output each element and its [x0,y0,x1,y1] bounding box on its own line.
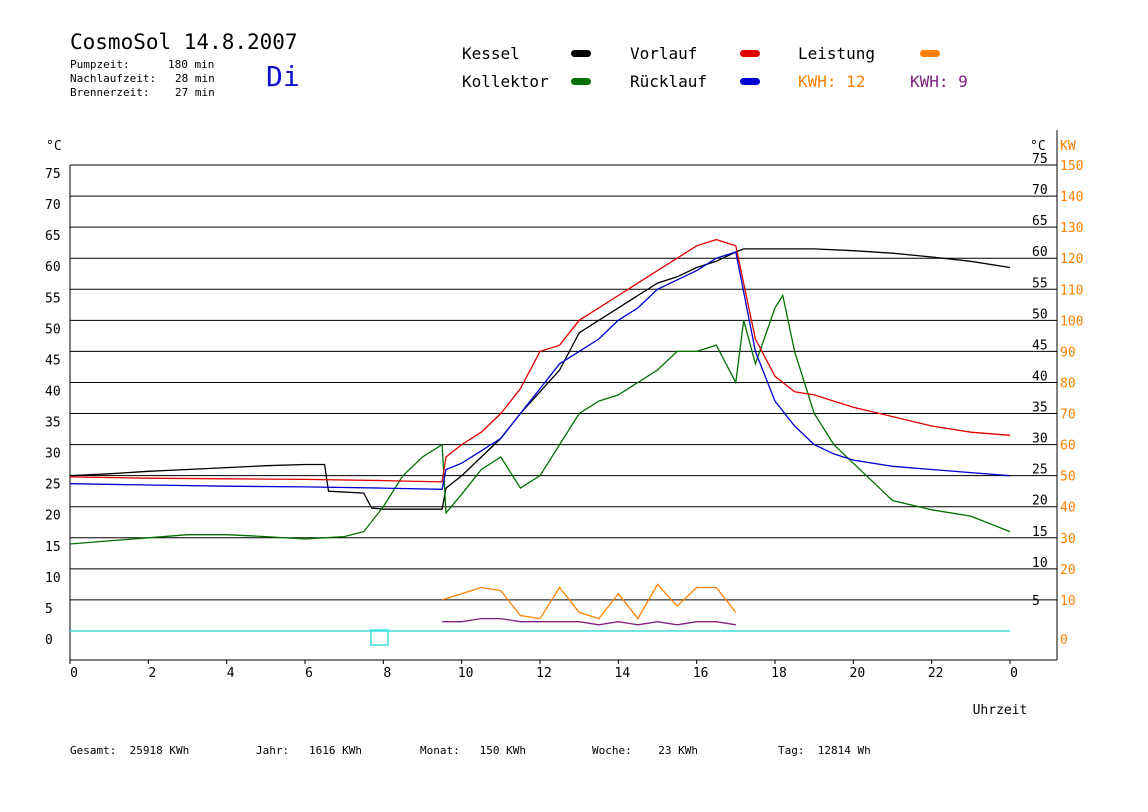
y-tick-label-right: 55 [1032,276,1048,291]
y-tick-label-left: 35 [45,416,61,431]
series-ruecklauf-line [69,251,1011,490]
pump-label: Pumpzeit: [70,58,130,71]
x-tick-label: 14 [615,666,631,681]
power-tick-label: 110 [1060,283,1083,298]
power-tick-label: 120 [1060,252,1083,267]
series-kwh-purple-line [442,617,736,626]
y-tick-label-right: 35 [1032,401,1048,416]
y-tick-label-right: 65 [1032,214,1048,229]
y-tick-label-left: 40 [45,384,61,399]
power-tick-label: 150 [1060,159,1083,174]
y-unit-left: °C [46,139,62,154]
series-kessel-line [69,248,1011,510]
y-tick-label-left: 30 [45,447,61,462]
x-tick-label: 0 [1010,666,1018,681]
footer-monat: Monat: 150 KWh [420,744,526,757]
y-tick-label-left: 25 [45,478,61,493]
x-tick-label: 10 [458,666,474,681]
y-tick-label-right: 15 [1032,525,1048,540]
power-tick-label: 100 [1060,314,1083,329]
power-tick-label: 70 [1060,408,1076,423]
legend-vorlauf-label: Vorlauf [630,44,698,63]
y-tick-label-right: 25 [1032,463,1048,478]
y-tick-label-right: 50 [1032,307,1048,322]
y-tick-label-left: 50 [45,322,61,337]
marker-box [370,629,389,646]
legend-kollektor-label: Kollektor [462,72,549,91]
y-tick-label-left: 5 [45,602,53,617]
y-tick-label-right: 70 [1032,183,1048,198]
power-tick-label: 50 [1060,470,1076,485]
y-tick-label-left: 75 [45,167,61,182]
footer-woche: Woche: 23 KWh [592,744,698,757]
power-tick-label: 140 [1060,190,1083,205]
legend-kollektor-swatch [571,78,591,85]
power-tick-label: 30 [1060,532,1076,547]
power-tick-label: 0 [1060,633,1068,648]
power-tick-label: 20 [1060,563,1076,578]
footer-tag: Tag: 12814 Wh [778,744,871,757]
y-tick-label-right: 60 [1032,245,1048,260]
x-tick-label: 0 [70,666,78,681]
x-tick-label: 18 [771,666,787,681]
series-leistung-line [441,583,737,620]
legend-ruecklauf-label: Rücklauf [630,72,708,91]
x-tick-label: 2 [148,666,156,681]
footer-gesamt: Gesamt: 25918 KWh [70,744,190,757]
y-tick-label-left: 10 [45,571,61,586]
y-tick-label-right: 40 [1032,369,1048,384]
series-vorlauf-line [69,238,1011,483]
y-tick-label-right: 20 [1032,494,1048,509]
y-tick-label-left: 45 [45,353,61,368]
x-tick-label: 4 [227,666,235,681]
series-kollektor-line [69,293,1011,545]
power-tick-label: 10 [1060,594,1076,609]
legend-leistung-label: Leistung [798,44,876,63]
x-tick-label: 8 [383,666,391,681]
x-tick-label: 20 [850,666,866,681]
legend-vorlauf-swatch [740,50,760,57]
power-tick-label: 80 [1060,376,1076,391]
chart-title: CosmoSol 14.8.2007 [70,30,298,54]
y-tick-label-left: 60 [45,260,61,275]
y-tick-label-left: 0 [45,633,53,648]
brenner-value: 27 min [175,86,215,99]
pump-value: 180 min [168,58,215,71]
y-tick-label-right: 5 [1032,594,1040,609]
y-tick-label-left: 20 [45,509,61,524]
power-tick-label: 40 [1060,501,1076,516]
y-unit-right-temp: °C [1030,139,1046,154]
x-tick-label: 12 [536,666,552,681]
x-tick-label: 22 [928,666,944,681]
y-unit-right-power: KW [1060,139,1076,154]
nachlauf-label: Nachlaufzeit: [70,72,157,85]
footer-jahr: Jahr: 1616 KWh [256,744,362,757]
y-tick-label-right: 75 [1032,152,1048,167]
power-tick-label: 90 [1060,345,1076,360]
brenner-label: Brennerzeit: [70,86,150,99]
y-tick-label-right: 45 [1032,338,1048,353]
y-tick-label-right: 30 [1032,432,1048,447]
y-tick-label-left: 15 [45,540,61,555]
y-tick-label-left: 55 [45,291,61,306]
y-tick-label-right: 10 [1032,556,1048,571]
nachlauf-value: 28 min [175,72,215,85]
x-tick-label: 6 [305,666,313,681]
legend-kessel-swatch [571,50,591,57]
power-tick-label: 60 [1060,439,1076,454]
x-tick-label: 16 [693,666,709,681]
y-tick-label-left: 70 [45,198,61,213]
weekday-label: Di [266,60,300,93]
legend-kwh-purple: KWH: 9 [910,72,968,91]
legend-leistung-swatch [920,50,940,57]
power-tick-label: 130 [1060,221,1083,236]
x-axis-label: Uhrzeit [973,703,1028,718]
legend-kessel-label: Kessel [462,44,520,63]
legend-kwh-orange: KWH: 12 [798,72,866,91]
y-tick-label-left: 65 [45,229,61,244]
legend-ruecklauf-swatch [740,78,760,85]
